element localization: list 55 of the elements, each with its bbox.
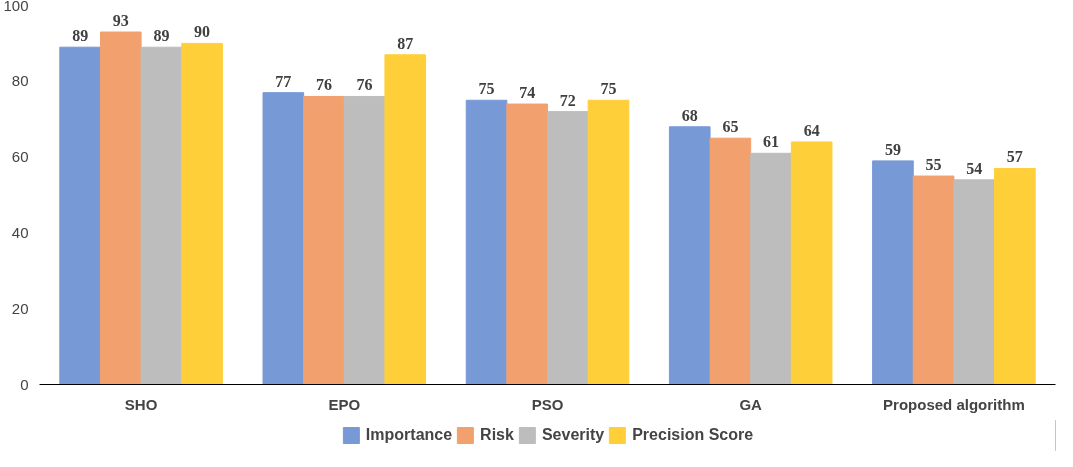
bar [912, 175, 955, 385]
x-tick-label: Proposed algorithm [883, 395, 1025, 413]
data-label: 59 [884, 140, 901, 158]
data-label: 65 [722, 118, 739, 136]
bar [668, 126, 711, 385]
data-label: 72 [559, 91, 576, 109]
x-tick-label: PSO [531, 395, 564, 413]
data-label: 89 [153, 27, 170, 45]
bar [343, 95, 386, 385]
data-label: 54 [966, 159, 983, 177]
data-label: 76 [315, 76, 332, 94]
bar [99, 31, 142, 385]
data-label: 89 [72, 27, 89, 45]
data-label: 74 [519, 84, 536, 102]
y-tick-label: 100 [3, 0, 29, 14]
x-tick-label: SHO [124, 395, 158, 413]
x-tick-label: EPO [328, 395, 361, 413]
legend-label: Severity [541, 426, 605, 444]
data-label: 93 [112, 12, 129, 30]
data-label: 57 [1006, 148, 1023, 166]
data-label: 61 [763, 133, 780, 151]
bar [994, 167, 1036, 385]
data-label: 75 [478, 80, 495, 98]
legend-label: Precision Score [632, 426, 754, 444]
data-label: 75 [600, 80, 617, 98]
data-label: 77 [275, 72, 292, 90]
bar [506, 103, 548, 385]
y-tick-label: 80 [11, 72, 29, 90]
bar [587, 99, 630, 385]
bar [303, 95, 345, 385]
bar [181, 42, 223, 385]
y-tick-label: 40 [11, 223, 29, 241]
bar [872, 160, 914, 385]
y-tick-label: 20 [11, 299, 29, 317]
bar [750, 152, 792, 385]
bar [547, 111, 589, 385]
legend-label: Risk [480, 426, 514, 444]
legend-label: Importance [365, 426, 453, 444]
data-label: 90 [194, 23, 211, 41]
bar [262, 92, 305, 385]
y-tick-label: 60 [11, 148, 29, 166]
bar [790, 141, 833, 385]
bar [384, 54, 427, 385]
bar [59, 46, 101, 385]
data-label: 68 [681, 106, 698, 124]
bar [709, 137, 752, 385]
bar [953, 179, 996, 385]
data-label: 55 [925, 156, 942, 174]
data-label: 76 [356, 76, 373, 94]
bar [140, 46, 183, 385]
x-tick-label: GA [739, 395, 763, 413]
data-label: 64 [803, 121, 820, 139]
y-tick-label: 0 [20, 375, 29, 393]
data-label: 87 [397, 34, 414, 52]
bar [465, 99, 508, 385]
